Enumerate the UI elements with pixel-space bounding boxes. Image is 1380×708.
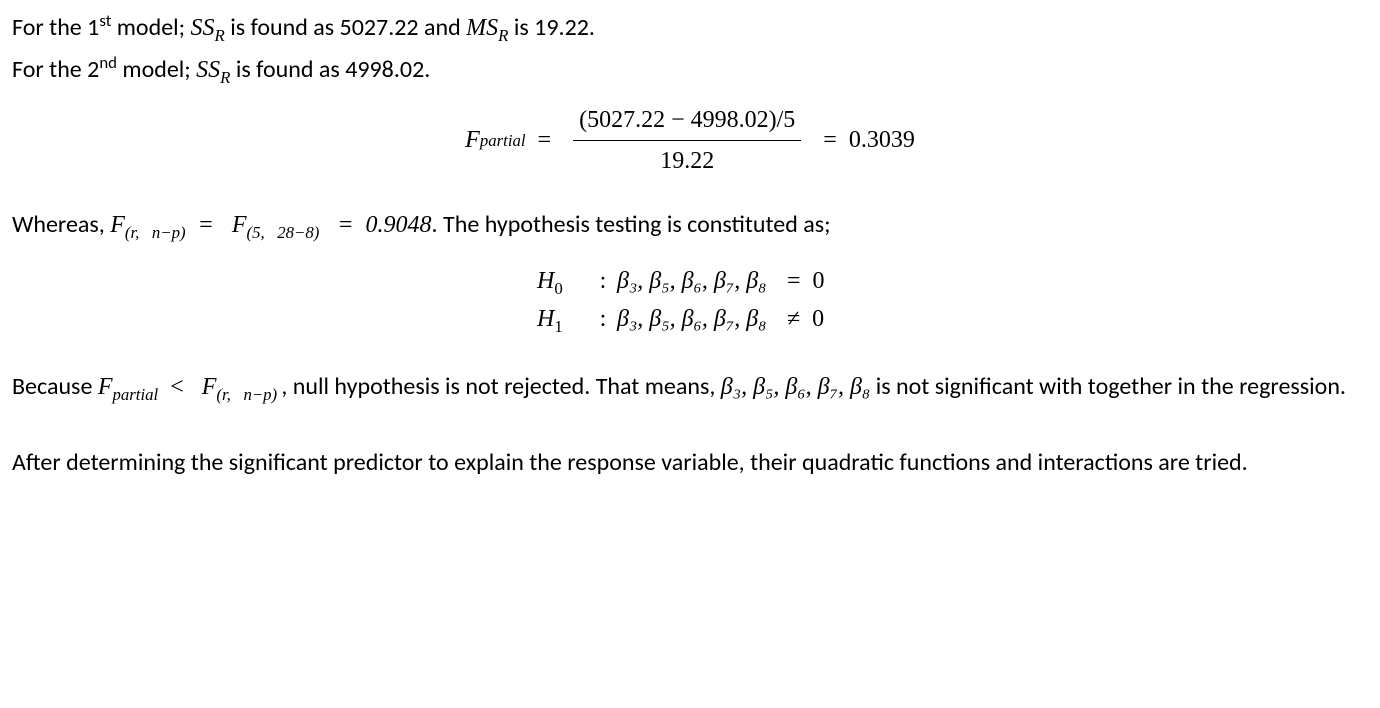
numerator: (5027.22 − 4998.02)/5	[573, 102, 801, 140]
f-sub: partial	[112, 385, 158, 404]
f-symbol: F	[202, 374, 217, 400]
ssr-sub: R	[215, 26, 225, 45]
text: null hypothesis is not rejected. That me…	[287, 372, 720, 401]
denominator: 19.22	[573, 140, 801, 179]
colon: :	[589, 301, 617, 337]
text: Because	[12, 372, 98, 401]
model1-line: For the 1st model; SSR is found as 5027.…	[12, 8, 1368, 48]
relation: = 0	[787, 263, 843, 299]
betas-list: β₃, β₅, β₆, β₇, β₈	[617, 301, 787, 337]
text: is found as 5027.22 and	[225, 13, 466, 42]
h0-row: H0:β₃, β₅, β₆, β₇, β₈= 0	[12, 263, 1368, 301]
ssr-sub: R	[220, 68, 230, 87]
result: = 0.3039	[811, 122, 915, 158]
f-partial-equation: Fpartial = (5027.22 − 4998.02)/5 19.22 =…	[12, 102, 1368, 179]
h-symbol: H	[537, 306, 554, 332]
relation: ≠ 0	[787, 301, 843, 337]
h-symbol: H	[537, 268, 554, 294]
ssr-symbol: SS	[191, 15, 215, 41]
text: model;	[111, 13, 190, 42]
ordinal-sup: st	[99, 10, 111, 31]
text: is 19.22.	[508, 13, 595, 42]
whereas-line: Whereas, F(r, n−p) = F(5, 28−8) = 0.9048…	[12, 207, 1368, 245]
model2-line: For the 2nd model; SSR is found as 4998.…	[12, 50, 1368, 90]
ssr-symbol: SS	[196, 57, 220, 83]
f-sub: (r, n−p)	[125, 223, 186, 242]
f-symbol: F	[232, 212, 247, 238]
fraction: (5027.22 − 4998.02)/5 19.22	[573, 102, 801, 179]
text: For the 1	[12, 13, 99, 42]
betas-list: β₃, β₅, β₆, β₇, β₈	[617, 263, 787, 299]
h-sub: 0	[554, 279, 562, 298]
spacer	[158, 374, 170, 400]
equals: =	[526, 122, 564, 158]
f-symbol: F	[465, 122, 480, 158]
text: is found as 4998.02.	[230, 55, 430, 84]
equals: =	[186, 212, 232, 238]
h1-row: H1:β₃, β₅, β₆, β₇, β₈≠ 0	[12, 301, 1368, 339]
final-paragraph: After determining the significant predic…	[12, 445, 1368, 481]
f-sub: (5, 28−8)	[246, 223, 319, 242]
spacer	[184, 374, 202, 400]
betas-list: β₃, β₅, β₆, β₇, β₈	[721, 374, 870, 400]
f-symbol: F	[110, 212, 125, 238]
text: model;	[117, 55, 196, 84]
msr-sub: R	[498, 26, 508, 45]
ordinal-sup: nd	[99, 52, 117, 73]
msr-symbol: MS	[466, 15, 498, 41]
f-sub: (r, n−p)	[216, 385, 281, 404]
conclusion-paragraph: Because Fpartial < F(r, n−p) , null hypo…	[12, 369, 1368, 407]
colon: :	[589, 263, 617, 299]
less-than: <	[170, 374, 184, 400]
text: is not significant with together in the …	[870, 372, 1346, 401]
f-symbol: F	[98, 374, 113, 400]
f-sub: partial	[480, 128, 526, 153]
result: = 0.9048	[319, 212, 431, 238]
h-sub: 1	[554, 317, 562, 336]
text: Whereas,	[12, 210, 110, 239]
text: . The hypothesis testing is constituted …	[432, 210, 831, 239]
text: For the 2	[12, 55, 99, 84]
hypothesis-block: H0:β₃, β₅, β₆, β₇, β₈= 0 H1:β₃, β₅, β₆, …	[12, 263, 1368, 339]
